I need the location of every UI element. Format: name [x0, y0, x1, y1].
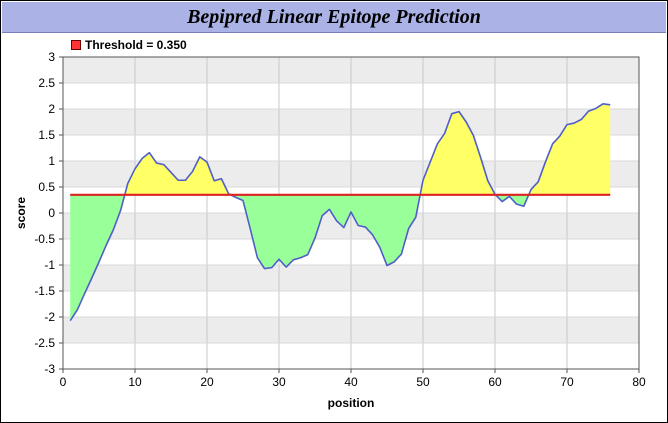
- plot-fills: [70, 103, 611, 321]
- area-below-threshold: [70, 194, 125, 321]
- y-tick-label: 0: [48, 206, 55, 220]
- x-tick-label: 30: [272, 375, 286, 389]
- chart-title: Bepipred Linear Epitope Prediction: [187, 5, 481, 28]
- y-tick-label: 1: [48, 154, 55, 168]
- x-tick-label: 10: [128, 375, 142, 389]
- x-tick-label: 70: [560, 375, 574, 389]
- y-tick-label: 3: [48, 50, 55, 64]
- y-tick-label: -2: [44, 310, 55, 324]
- y-tick-label: -2.5: [34, 336, 55, 350]
- x-tick-label: 60: [488, 375, 502, 389]
- x-tick-label: 80: [632, 375, 646, 389]
- chart-title-bar: Bepipred Linear Epitope Prediction: [2, 2, 666, 33]
- y-tick-label: -0.5: [34, 232, 55, 246]
- y-tick-label: -1: [44, 258, 55, 272]
- area-above-threshold: [420, 111, 496, 195]
- x-tick-label: 0: [60, 375, 67, 389]
- y-tick-label: 0.5: [38, 180, 55, 194]
- x-tick-label: 40: [344, 375, 358, 389]
- y-tick-label: -1.5: [34, 284, 55, 298]
- area-below-threshold: [495, 194, 529, 207]
- y-tick-label: 2: [48, 102, 55, 116]
- area-above-threshold: [528, 103, 611, 195]
- legend-swatch: [71, 40, 81, 50]
- y-tick-label: 2.5: [38, 76, 55, 90]
- y-tick-label: -3: [44, 362, 55, 376]
- plot-axes: 0 10 20 30 40 50 60 70 80 3 2.5 2 1.5 1 0.5 0 -0.5 -1 -1.5…: [34, 50, 646, 389]
- score-line: [69, 103, 611, 322]
- x-tick-label: 20: [200, 375, 214, 389]
- area-above-threshold: [124, 152, 231, 195]
- y-axis-title: score: [14, 197, 28, 229]
- legend: Threshold = 0.350: [71, 38, 187, 52]
- y-tick-label: 1.5: [38, 128, 55, 142]
- plot-series: [69, 103, 611, 322]
- area-below-threshold: [230, 194, 421, 269]
- legend-threshold-label: Threshold = 0.350: [85, 38, 187, 52]
- x-axis-title: position: [328, 396, 375, 410]
- x-tick-label: 50: [416, 375, 430, 389]
